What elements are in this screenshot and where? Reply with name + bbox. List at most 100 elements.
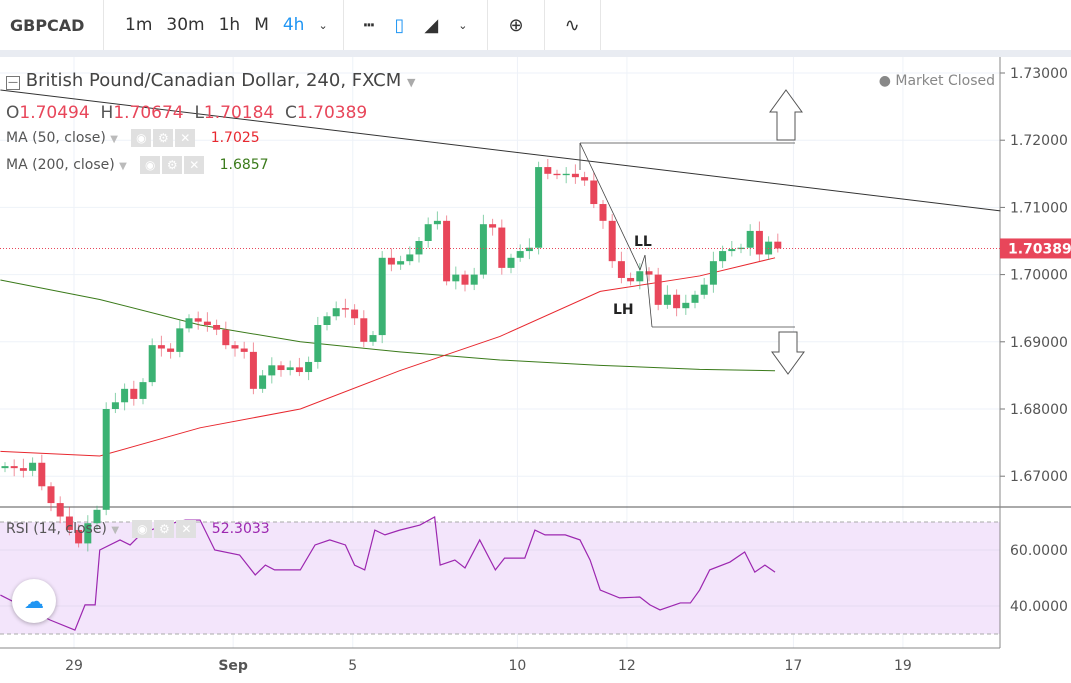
- candle: [599, 200, 607, 229]
- interval-m[interactable]: M: [254, 15, 269, 35]
- rsi-band: [0, 522, 1000, 634]
- candle-body: [700, 284, 708, 295]
- candle: [19, 458, 27, 478]
- eye-icon[interactable]: ◉: [132, 520, 153, 538]
- collapse-icon[interactable]: —: [6, 76, 20, 90]
- tradingview-logo[interactable]: ☁: [12, 579, 56, 623]
- price-tick-label: 1.70000: [1010, 268, 1068, 284]
- close-icon[interactable]: ✕: [176, 520, 197, 538]
- ma50-legend[interactable]: MA (50, close) ▼ ◉ ⚙ ✕ 1.7025: [6, 129, 260, 147]
- candle-body: [599, 204, 607, 221]
- candle-body: [213, 325, 221, 330]
- interval-1h[interactable]: 1h: [218, 15, 241, 35]
- time-tick-label: Sep: [218, 658, 248, 674]
- candle-body: [10, 466, 18, 469]
- chart-area[interactable]: 1.73000 1.72000 1.71000 1.70000 1.69000 1.680…: [0, 57, 1071, 683]
- chevron-down-icon[interactable]: ⌄: [458, 18, 468, 32]
- candle: [571, 164, 579, 184]
- price-tick-label: 1.69000: [1010, 335, 1068, 351]
- annotation-lh: LH: [613, 302, 634, 318]
- chevron-down-icon[interactable]: ▼: [406, 76, 416, 89]
- candle-body: [148, 345, 156, 383]
- candle: [636, 263, 644, 290]
- candle: [387, 248, 395, 272]
- candle: [433, 211, 441, 230]
- candle: [424, 217, 432, 248]
- candle: [645, 267, 653, 282]
- gear-icon[interactable]: ⚙: [153, 129, 174, 147]
- rsi-legend[interactable]: RSI (14, close) ▼ ◉ ⚙ ✕ 52.3033: [6, 520, 270, 538]
- close-icon[interactable]: ✕: [184, 156, 205, 174]
- candle-body: [360, 318, 368, 342]
- candle: [222, 321, 230, 350]
- candle-body: [433, 220, 441, 225]
- symbol-search[interactable]: GBPCAD: [0, 0, 104, 50]
- candle: [194, 311, 202, 330]
- eye-icon[interactable]: ◉: [140, 156, 161, 174]
- ma200-value: 1.6857: [219, 157, 269, 173]
- candle: [553, 169, 561, 180]
- price-tick-label: 1.67000: [1010, 469, 1068, 485]
- candle: [167, 343, 175, 359]
- indicators-button[interactable]: ∿: [545, 0, 601, 50]
- arrow-down-icon: [771, 331, 805, 375]
- chevron-down-icon[interactable]: ⌄: [318, 18, 328, 32]
- series-title[interactable]: British Pound/Canadian Dollar, 240, FXCM: [25, 70, 402, 91]
- candle: [286, 360, 294, 376]
- candle-body: [332, 308, 340, 317]
- chart-canvas[interactable]: 1.73000 1.72000 1.71000 1.70000 1.69000 1.680…: [0, 57, 1071, 683]
- candle: [489, 218, 497, 236]
- gear-icon[interactable]: ⚙: [154, 520, 175, 538]
- low-label: L: [194, 103, 204, 123]
- candle-body: [590, 180, 598, 205]
- candle: [608, 214, 616, 268]
- candle-body: [102, 409, 110, 510]
- candle-body: [351, 309, 359, 319]
- candle: [719, 245, 727, 268]
- eye-icon[interactable]: ◉: [131, 129, 152, 147]
- bars-icon[interactable]: ┅: [363, 14, 375, 36]
- compare-button[interactable]: ⊕: [488, 0, 545, 50]
- market-status: ● Market Closed: [878, 73, 995, 89]
- candle: [544, 159, 552, 180]
- candle-body: [323, 316, 331, 325]
- interval-30m[interactable]: 30m: [166, 15, 205, 35]
- candle: [314, 316, 322, 369]
- close-icon[interactable]: ✕: [175, 129, 196, 147]
- close-label: C: [285, 103, 297, 123]
- ma200-legend[interactable]: MA (200, close) ▼ ◉ ⚙ ✕ 1.6857: [6, 156, 269, 174]
- candle-body: [636, 271, 644, 282]
- candle-body: [479, 224, 487, 275]
- candle: [130, 380, 138, 406]
- candle-body: [397, 261, 405, 265]
- candle: [581, 171, 589, 186]
- candle-body: [562, 173, 570, 176]
- candle: [231, 341, 239, 357]
- candle-body: [231, 345, 239, 349]
- interval-4h[interactable]: 4h: [282, 15, 305, 35]
- candles-icon[interactable]: ▯: [394, 14, 405, 36]
- candle-body: [470, 274, 478, 285]
- candle: [1, 462, 9, 473]
- candle-body: [387, 257, 395, 265]
- time-tick-label: 29: [65, 658, 83, 674]
- candle: [10, 459, 18, 477]
- trendline: [0, 89, 1001, 212]
- candle: [139, 378, 147, 405]
- candle: [378, 251, 386, 344]
- last-price-badge: [1000, 238, 1071, 259]
- candle-body: [176, 328, 184, 352]
- candle-body: [461, 274, 469, 285]
- indicator-wave-icon: ∿: [564, 14, 580, 36]
- area-icon[interactable]: ◢: [424, 14, 439, 36]
- interval-1m[interactable]: 1m: [125, 15, 153, 35]
- pattern-line: [644, 254, 653, 328]
- plus-circle-icon: ⊕: [508, 14, 524, 36]
- gear-icon[interactable]: ⚙: [162, 156, 183, 174]
- candle-body: [663, 294, 671, 305]
- candle: [663, 285, 671, 309]
- candle: [65, 507, 73, 536]
- candle: [341, 298, 349, 318]
- candle-body: [341, 308, 349, 310]
- candle-body: [544, 167, 552, 174]
